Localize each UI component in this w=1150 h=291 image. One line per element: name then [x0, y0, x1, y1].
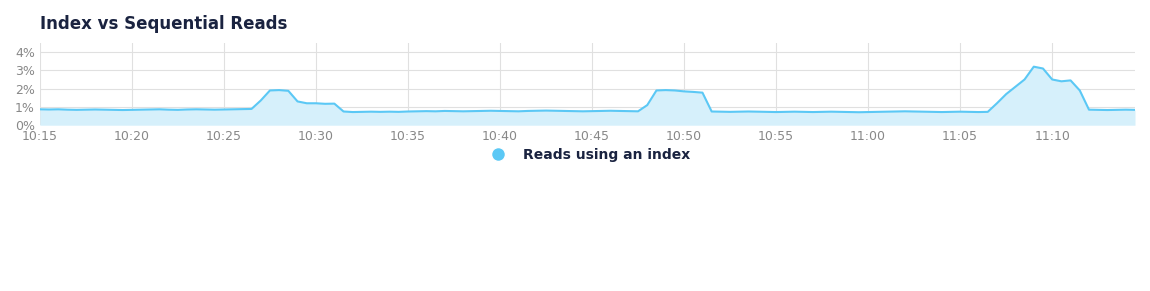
Legend: Reads using an index: Reads using an index: [478, 143, 696, 168]
Text: Index vs Sequential Reads: Index vs Sequential Reads: [40, 15, 288, 33]
